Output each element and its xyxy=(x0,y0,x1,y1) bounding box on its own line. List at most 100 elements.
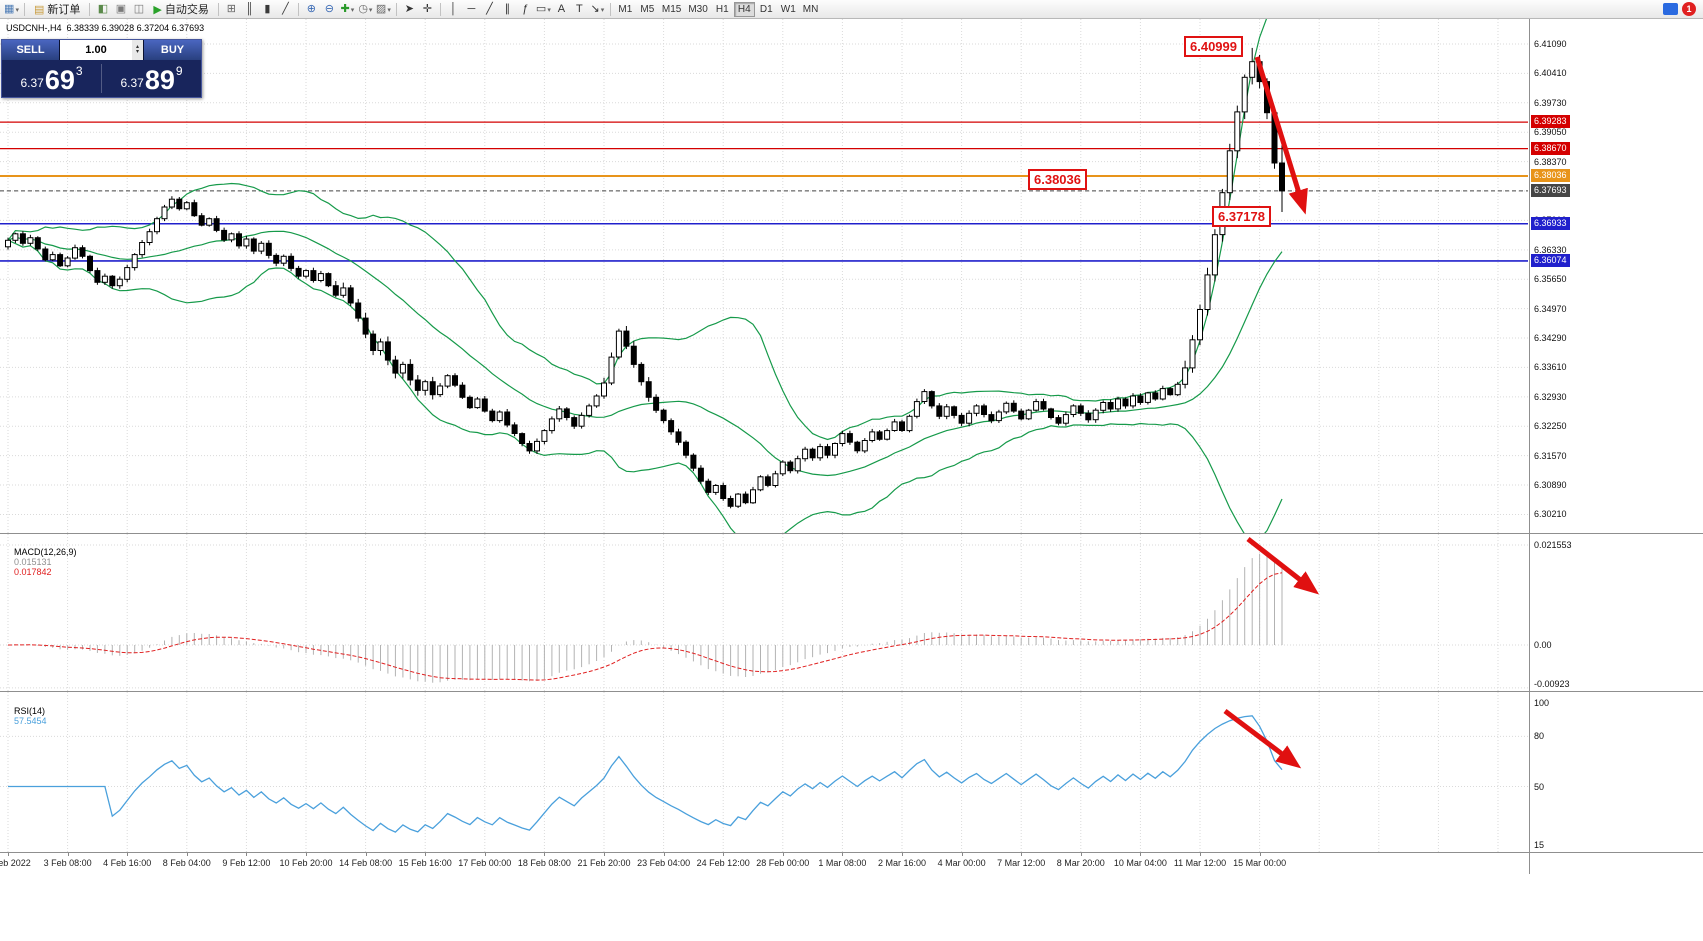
time-label: 7 Mar 12:00 xyxy=(997,858,1046,868)
buy-price[interactable]: 6.37 89 9 xyxy=(102,60,201,97)
time-label: 24 Feb 12:00 xyxy=(696,858,750,868)
timeframe-mn[interactable]: MN xyxy=(802,3,819,15)
panel-splitter[interactable] xyxy=(0,691,1703,692)
time-axis[interactable]: 2 Feb 2022 3 Feb 08:00 4 Feb 16:00 8 Feb 04… xyxy=(0,853,1529,874)
time-tick xyxy=(8,853,9,856)
symbol-ohlc-readout: USDCNH-,H4 6.38339 6.39028 6.37204 6.376… xyxy=(6,23,205,33)
new-order-button-label: 新订单 xyxy=(47,4,81,16)
time-label: 4 Feb 16:00 xyxy=(103,858,152,868)
notification-badge[interactable]: 1 xyxy=(1682,2,1696,16)
candlestick-icon[interactable]: ▮ xyxy=(264,2,271,15)
timeframe-w1[interactable]: W1 xyxy=(780,3,796,15)
macd-tick: -0.00923 xyxy=(1534,678,1570,689)
line-chart-icon[interactable]: ╱ xyxy=(282,2,289,15)
time-label: 10 Feb 20:00 xyxy=(279,858,333,868)
price-chart[interactable] xyxy=(0,19,1529,533)
data-window-icon[interactable]: ▣ xyxy=(115,2,127,15)
time-label: 23 Feb 04:00 xyxy=(637,858,691,868)
timeframe-m1[interactable]: M1 xyxy=(618,3,633,15)
volume-spin[interactable]: ▴ ▾ xyxy=(132,40,143,60)
autotrade-button-icon: ▶ xyxy=(153,3,162,16)
panel-splitter xyxy=(0,852,1703,853)
autotrade-button[interactable]: ▶ 自动交易 xyxy=(148,2,213,17)
zoom-out-icon[interactable]: ⊖ xyxy=(324,2,334,15)
periods-icon[interactable]: ◷▾ xyxy=(358,2,373,15)
time-tick xyxy=(663,853,665,856)
price-tick: 6.36330 xyxy=(1534,244,1567,255)
price-axis[interactable]: 6.41090 6.40410 6.39730 6.39050 6.38370 6.376… xyxy=(1529,19,1703,874)
rsi-tick: 100 xyxy=(1534,698,1550,708)
time-tick xyxy=(782,853,784,856)
messages-icon[interactable] xyxy=(1663,3,1678,15)
time-tick xyxy=(67,853,69,856)
time-label: 21 Feb 20:00 xyxy=(577,858,631,868)
timeframe-d1[interactable]: D1 xyxy=(759,3,773,15)
price-badge: 6.38670 xyxy=(1531,141,1570,155)
buy-button[interactable]: BUY xyxy=(144,40,201,60)
time-label: 8 Feb 04:00 xyxy=(162,858,211,868)
indicators-icon[interactable]: ✚▾ xyxy=(340,2,355,15)
timeframe-m5[interactable]: M5 xyxy=(640,3,655,15)
volume-input[interactable] xyxy=(60,40,132,60)
timeframe-h4[interactable]: H4 xyxy=(733,1,755,17)
crosshair-icon[interactable]: ✛ xyxy=(422,2,432,15)
price-annotation[interactable]: 6.37178 xyxy=(1212,206,1271,227)
text-icon[interactable]: A xyxy=(557,2,566,15)
macd-panel[interactable] xyxy=(0,534,1529,691)
rsi-panel[interactable] xyxy=(0,692,1529,852)
price-annotation[interactable]: 6.38036 xyxy=(1028,169,1087,190)
volume-stepper[interactable]: ▴ ▾ xyxy=(59,40,144,60)
toolbar-separator xyxy=(89,2,91,16)
timeframe-m30[interactable]: M30 xyxy=(688,3,708,15)
time-label: 28 Feb 00:00 xyxy=(756,858,810,868)
time-label: 3 Feb 08:00 xyxy=(43,858,92,868)
sell-price[interactable]: 6.37 69 3 xyxy=(2,60,101,97)
chevron-down-icon: ▾ xyxy=(350,6,355,14)
text-label-icon[interactable]: T xyxy=(576,2,583,15)
cursor-icon[interactable]: ➤ xyxy=(404,2,414,15)
buy-price-big: 89 xyxy=(144,65,175,95)
time-label: 14 Feb 08:00 xyxy=(339,858,393,868)
vertical-line-icon[interactable]: │ xyxy=(449,2,457,15)
horizontal-line-icon[interactable]: ─ xyxy=(467,2,476,15)
tile-windows-icon[interactable]: ⊞ xyxy=(226,2,236,15)
bar-chart-icon[interactable]: ║ xyxy=(245,2,254,15)
time-tick xyxy=(902,853,903,856)
price-tick: 6.32930 xyxy=(1534,391,1567,402)
price-annotation[interactable]: 6.40999 xyxy=(1184,36,1243,57)
time-tick xyxy=(306,853,307,856)
current-price-badge: 6.37693 xyxy=(1531,183,1570,197)
arrows-tool-icon[interactable]: ↘▾ xyxy=(590,2,605,15)
time-tick xyxy=(1200,853,1201,856)
new-order-button[interactable]: ▤ 新订单 xyxy=(29,2,85,17)
time-tick xyxy=(604,853,605,856)
timeframe-m15[interactable]: M15 xyxy=(661,3,682,15)
time-label: 15 Feb 16:00 xyxy=(398,858,452,868)
shapes-icon[interactable]: ▭▾ xyxy=(535,2,551,15)
fibonacci-icon[interactable]: ƒ xyxy=(522,2,529,15)
new-chart-icon[interactable]: ▦▾ xyxy=(4,2,19,15)
price-tick: 6.33610 xyxy=(1534,362,1567,373)
toolbar: ▦▾ ▤ 新订单 ◧ ▣ ◫ ▶ 自动交易 ⊞ ║ ▮ ╱ ⊕ ⊖ ✚▾ ◷▾ ▨▾ ➤ ✛ │ ─ ╱ ∥ ƒ ▭▾ A T ↘▾ M… xyxy=(0,0,1703,19)
time-label: 17 Feb 00:00 xyxy=(458,858,512,868)
templates-icon[interactable]: ▨▾ xyxy=(375,2,391,15)
zoom-in-icon[interactable]: ⊕ xyxy=(306,2,316,15)
volume-up-icon[interactable]: ▴ xyxy=(135,44,139,50)
timeframe-h1[interactable]: H1 xyxy=(715,3,729,15)
channel-icon[interactable]: ∥ xyxy=(504,2,511,15)
volume-down-icon[interactable]: ▾ xyxy=(135,49,139,55)
price-badge: 6.39283 xyxy=(1531,115,1570,129)
sell-price-pip: 3 xyxy=(75,64,83,78)
sell-button[interactable]: SELL xyxy=(2,40,59,60)
price-divider xyxy=(101,64,102,93)
trendline-icon[interactable]: ╱ xyxy=(486,2,493,15)
market-watch-icon[interactable]: ◧ xyxy=(97,2,109,15)
navigator-icon[interactable]: ◫ xyxy=(133,2,145,15)
macd-title: MACD(12,26,9) xyxy=(14,547,77,557)
time-tick xyxy=(544,853,546,856)
macd-readout: MACD(12,26,9) 0.015131 0.017842 xyxy=(4,537,77,587)
panel-splitter[interactable] xyxy=(0,533,1703,534)
time-label: 10 Mar 04:00 xyxy=(1113,858,1167,868)
